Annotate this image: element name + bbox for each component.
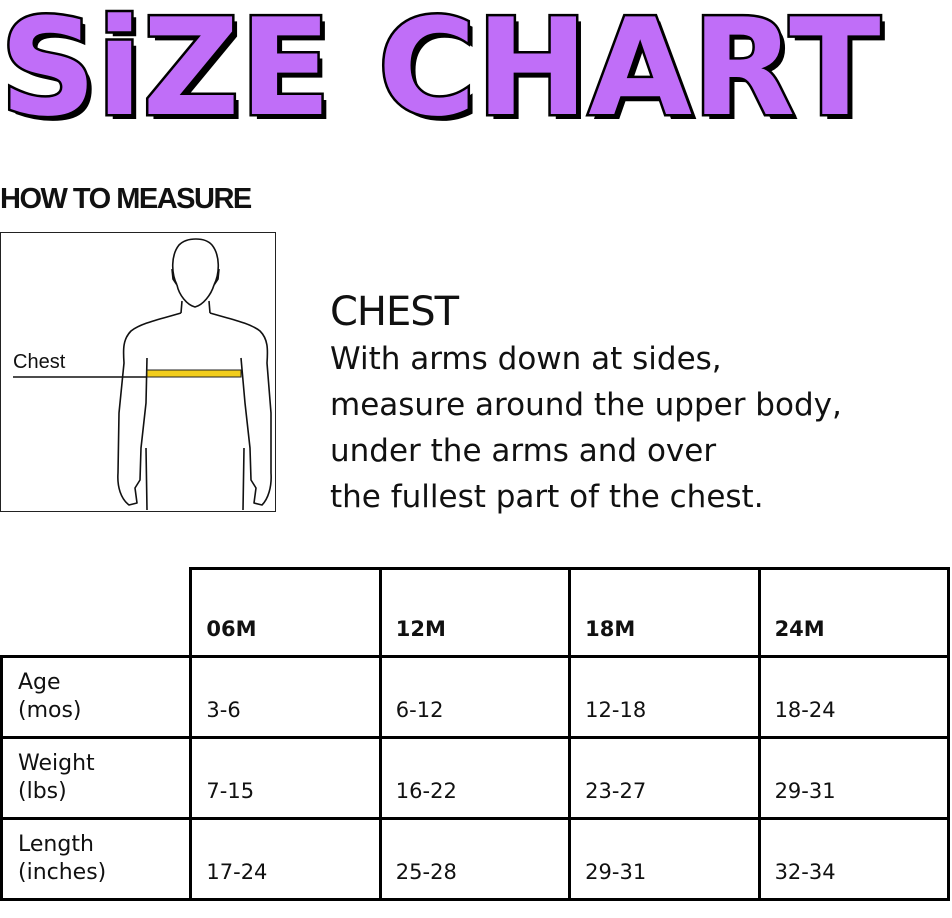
instruction-line: under the arms and over	[330, 433, 717, 469]
row-header: Age (mos)	[0, 655, 193, 739]
table-cell: 29-31	[757, 736, 951, 820]
column-header: 18M	[568, 567, 761, 658]
table-cell: 25-28	[378, 817, 572, 901]
body-outline-illustration	[13, 238, 272, 510]
measuring-tape	[146, 369, 242, 378]
size-table: 06M 12M 18M 24M Age (mos) 3-6 6-12 12-18 …	[0, 567, 951, 901]
table-row: Weight (lbs) 7-15 16-22 23-27 29-31	[0, 736, 951, 820]
table-row: Length (inches) 17-24 25-28 29-31 32-34	[0, 817, 951, 901]
table-cell: 6-12	[378, 655, 572, 739]
how-to-measure-heading: HOW TO MEASURE	[0, 183, 252, 215]
table-row: Age (mos) 3-6 6-12 12-18 18-24	[0, 655, 951, 739]
measurement-description: CHEST With arms down at sides, measure a…	[330, 288, 950, 520]
measurement-figure: Chest	[0, 232, 276, 512]
table-header-row: 06M 12M 18M 24M	[1, 567, 951, 658]
table-cell: 17-24	[189, 817, 382, 901]
table-cell: 23-27	[568, 736, 761, 820]
table-cell: 18-24	[757, 655, 951, 739]
table-cell: 3-6	[189, 655, 382, 739]
column-header: 06M	[189, 567, 382, 658]
row-header: Length (inches)	[0, 817, 193, 901]
table-cell: 32-34	[757, 817, 951, 901]
table-cell: 16-22	[378, 736, 572, 820]
instruction-line: the fullest part of the chest.	[330, 479, 764, 515]
table-cell: 7-15	[189, 736, 382, 820]
measurement-heading: CHEST	[330, 289, 459, 335]
chest-label: Chest	[13, 351, 66, 373]
column-header: 24M	[757, 567, 951, 658]
row-header: Weight (lbs)	[0, 736, 193, 820]
size-chart-title: SiZE CHART	[0, 0, 883, 149]
table-cell: 29-31	[568, 817, 761, 901]
table-cell: 12-18	[568, 655, 761, 739]
instruction-line: With arms down at sides,	[330, 341, 722, 377]
instruction-line: measure around the upper body,	[330, 387, 842, 423]
column-header: 12M	[378, 567, 572, 658]
